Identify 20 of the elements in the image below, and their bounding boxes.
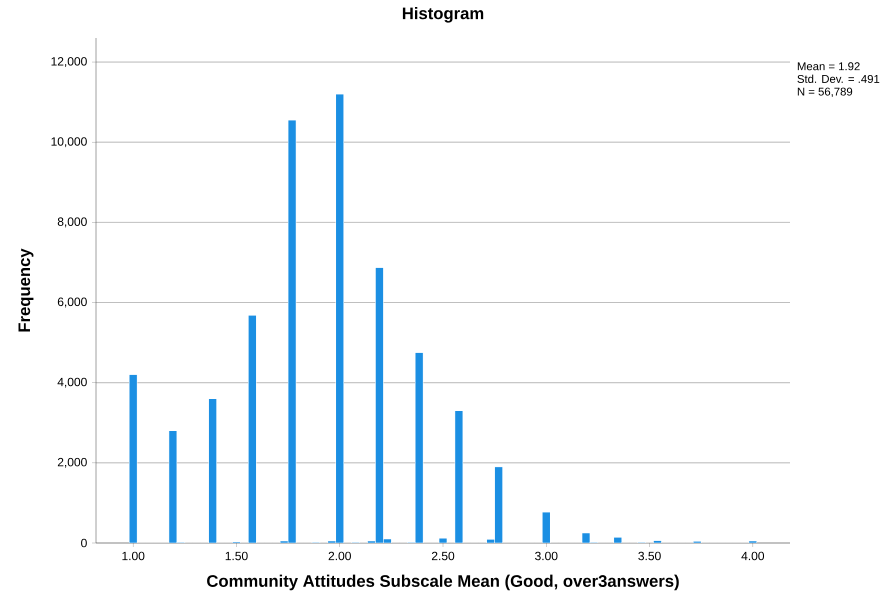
- text: Mean = 1.92: [798, 62, 860, 70]
- y-tick-label: 2,000: [58, 458, 87, 468]
- y-tick-label: 6,000: [58, 298, 87, 308]
- x-tick-label: 1.00: [122, 552, 144, 560]
- y-axis-title: Frequency: [18, 248, 34, 332]
- x-tick-label: 2.50: [432, 552, 454, 560]
- text: Std. Dev. = .491: [797, 74, 880, 83]
- y-tick-label: 10,000: [52, 137, 87, 148]
- x-tick-label: 3.50: [638, 552, 661, 560]
- chart-title: Histogram: [402, 7, 484, 23]
- x-tick-label: 3.00: [535, 552, 558, 560]
- x-tick-label: 1.50: [226, 552, 248, 560]
- x-tick-label: 2.00: [328, 552, 351, 560]
- y-tick-label: 0: [81, 538, 87, 548]
- x-axis-title: Community Attitudes Subscale Mean (Good, over3answers): [207, 574, 679, 590]
- y-tick-label: 12,000: [52, 57, 87, 67]
- y-tick-label: 4,000: [58, 378, 87, 388]
- y-tick-label: 8,000: [58, 217, 87, 228]
- x-tick-label: 4.00: [741, 552, 764, 560]
- text: N = 56,789: [798, 88, 852, 97]
